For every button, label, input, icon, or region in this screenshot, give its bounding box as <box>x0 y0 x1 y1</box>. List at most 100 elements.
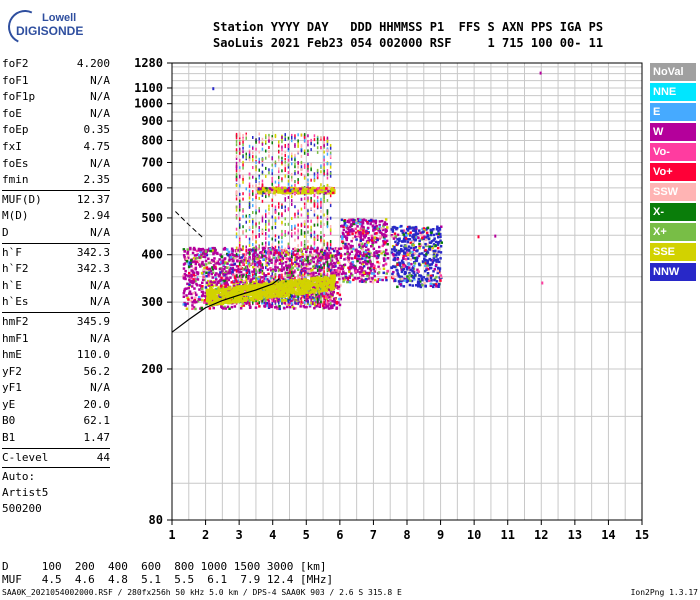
echo-point <box>185 307 189 310</box>
echo-point <box>343 258 346 261</box>
echo-point <box>299 187 302 191</box>
echo-point <box>204 299 207 302</box>
echo-point <box>268 194 270 198</box>
echo-point <box>231 270 234 274</box>
echo-point <box>356 259 359 263</box>
echo-point <box>383 251 387 254</box>
echo-point <box>294 253 297 257</box>
echo-point <box>313 266 317 269</box>
echo-point <box>252 211 254 214</box>
echo-point <box>197 260 201 263</box>
echo-point <box>359 257 363 261</box>
echo-point <box>242 155 244 159</box>
echo-point <box>199 284 202 287</box>
echo-point <box>271 135 273 139</box>
echo-point <box>384 218 388 221</box>
echo-point <box>255 193 257 197</box>
echo-point <box>339 284 342 287</box>
echo-point <box>297 248 301 252</box>
echo-point <box>437 241 440 245</box>
echo-point <box>193 260 196 263</box>
echo-point <box>182 248 186 251</box>
echo-point <box>359 221 362 224</box>
echo-point <box>261 170 264 174</box>
echo-point <box>284 144 286 147</box>
echo-point <box>329 194 332 198</box>
echo-point <box>412 246 416 250</box>
param-label: foEs <box>2 156 29 170</box>
echo-point <box>310 293 312 297</box>
echo-point <box>217 262 220 265</box>
echo-point <box>307 165 309 168</box>
echo-point <box>271 141 273 145</box>
echo-point <box>303 151 306 155</box>
echo-point <box>304 191 307 194</box>
echo-point <box>239 132 241 136</box>
echo-point <box>405 234 408 237</box>
echo-point <box>239 134 241 138</box>
echo-point <box>328 188 332 192</box>
echo-point <box>370 265 373 268</box>
echo-point <box>252 151 254 155</box>
echo-point <box>261 263 264 267</box>
echo-point <box>326 296 329 300</box>
echo-point <box>288 266 292 269</box>
echo-point <box>248 274 251 277</box>
echo-point <box>235 169 238 173</box>
echo-point <box>278 184 280 187</box>
echo-point <box>425 253 428 256</box>
echo-point <box>403 240 407 243</box>
echo-point <box>278 276 281 279</box>
echo-point <box>320 225 322 228</box>
echo-point <box>274 306 277 309</box>
echo-point <box>391 245 395 248</box>
echo-point <box>281 259 283 263</box>
echo-point <box>202 251 205 254</box>
echo-point <box>235 132 238 136</box>
echo-point <box>421 227 424 231</box>
echo-point <box>326 136 329 140</box>
echo-point <box>300 207 303 211</box>
echo-point <box>261 142 264 146</box>
echo-point <box>351 260 355 264</box>
echo-point <box>318 260 322 264</box>
echo-point <box>341 240 344 243</box>
echo-point <box>411 256 415 260</box>
echo-point <box>332 303 336 307</box>
echo-point <box>382 267 386 270</box>
echo-point <box>252 225 254 229</box>
echo-point <box>408 271 411 275</box>
echo-point <box>242 174 244 178</box>
echo-point <box>271 279 273 282</box>
echo-point <box>305 258 308 262</box>
echo-point <box>409 279 412 282</box>
echo-point <box>294 238 296 242</box>
echo-point <box>358 245 362 249</box>
echo-point <box>202 263 206 267</box>
echo-point <box>320 248 324 252</box>
echo-point <box>281 212 283 216</box>
echo-point <box>316 248 319 252</box>
param-value: N/A <box>90 106 110 120</box>
echo-point <box>335 302 339 305</box>
echo-point <box>261 183 264 187</box>
echo-point <box>278 235 280 239</box>
echo-point <box>268 234 270 238</box>
echo-point <box>406 240 410 244</box>
echo-point <box>265 304 269 307</box>
echo-point <box>400 275 403 279</box>
echo-point <box>311 292 314 296</box>
echo-point <box>261 158 264 161</box>
echo-point <box>402 285 406 288</box>
echo-point <box>265 222 267 226</box>
echo-point <box>310 138 312 142</box>
echo-point <box>291 266 294 269</box>
echo-point <box>367 250 371 253</box>
echo-point <box>433 244 436 248</box>
echo-point <box>207 257 210 260</box>
echo-point <box>232 283 235 286</box>
echo-point <box>320 266 324 269</box>
echo-point <box>268 136 270 140</box>
echo-point <box>371 241 374 244</box>
echo-point <box>245 187 247 191</box>
